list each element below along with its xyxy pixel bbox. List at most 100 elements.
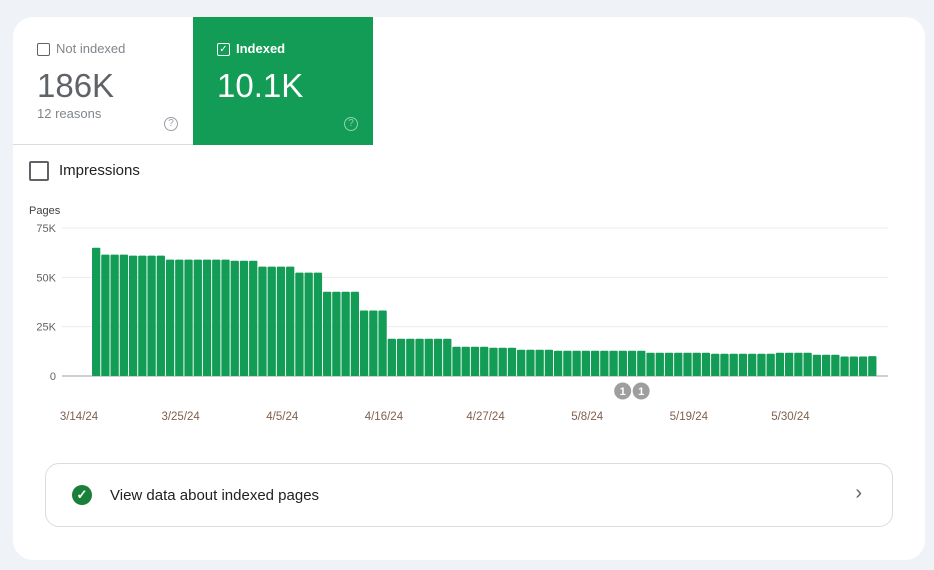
bar	[757, 353, 766, 376]
bar	[221, 259, 230, 376]
checkbox-not-indexed[interactable]	[37, 43, 50, 56]
impressions-label: Impressions	[59, 162, 140, 179]
bar	[489, 347, 498, 376]
bar	[609, 350, 618, 376]
annotation-label: 1	[638, 386, 644, 398]
bar	[313, 272, 323, 376]
bar	[498, 347, 507, 376]
bar	[664, 352, 674, 376]
bar	[729, 353, 738, 376]
bar	[683, 352, 692, 376]
bar	[258, 266, 267, 376]
x-tick-label: 5/30/24	[771, 411, 810, 423]
bar	[165, 259, 175, 376]
bar	[156, 255, 165, 376]
tile-value: 186K	[37, 67, 115, 104]
bar	[304, 272, 313, 376]
bar	[350, 291, 360, 376]
y-tick-label: 50K	[36, 272, 56, 284]
bar	[396, 338, 406, 376]
bar	[230, 260, 239, 376]
bar	[443, 338, 452, 376]
bar	[646, 352, 655, 376]
bar	[110, 254, 119, 376]
y-tick-label: 25K	[36, 322, 56, 334]
bar	[637, 350, 646, 376]
bar	[748, 353, 757, 376]
tile-sub: 12 reasons	[37, 106, 102, 121]
bar	[276, 266, 286, 376]
bar	[433, 338, 443, 376]
bar	[202, 259, 212, 376]
x-tick-label: 3/14/24	[60, 411, 99, 423]
help-circle-icon[interactable]: ?	[164, 117, 178, 131]
bar	[212, 259, 221, 376]
x-tick-label: 5/8/24	[571, 411, 604, 423]
bar	[424, 338, 433, 376]
bar	[785, 352, 794, 376]
bar	[406, 338, 415, 376]
annotation-marker	[614, 382, 632, 400]
bar	[119, 254, 129, 376]
bar	[738, 353, 748, 376]
bar	[674, 352, 683, 376]
bar	[766, 353, 775, 376]
bar	[868, 356, 877, 376]
bar	[147, 255, 156, 376]
bar	[821, 354, 831, 376]
bar	[184, 259, 193, 376]
bar	[627, 350, 637, 376]
check-circle-icon: ✓	[72, 485, 92, 505]
help-circle-icon[interactable]: ?	[344, 117, 358, 131]
bar	[452, 346, 461, 376]
bar	[803, 352, 812, 376]
tile-indexed[interactable]: ✓ Indexed 10.1K ?	[193, 17, 373, 145]
x-tick-label: 3/25/24	[161, 411, 200, 423]
tile-label: Indexed	[236, 41, 286, 56]
bar	[470, 346, 480, 376]
bar	[286, 266, 295, 376]
bar	[138, 255, 147, 376]
bar	[720, 353, 729, 376]
tile-not-indexed[interactable]: Not indexed 186K 12 reasons ?	[13, 17, 193, 145]
bar	[711, 353, 720, 376]
annotation-marker	[632, 382, 650, 400]
bar	[175, 259, 184, 376]
page-indexing-card: Not indexed 186K 12 reasons ? ✓ Indexed …	[13, 17, 925, 560]
bar	[378, 310, 387, 376]
bar	[239, 260, 249, 376]
bar	[323, 291, 332, 376]
bar	[526, 349, 535, 376]
bar	[590, 350, 600, 376]
bar	[655, 352, 664, 376]
bar	[415, 338, 424, 376]
annotation-label: 1	[620, 386, 626, 398]
bar	[812, 354, 822, 376]
bar	[544, 349, 554, 376]
bar	[858, 356, 868, 376]
bar	[572, 350, 581, 376]
bar	[480, 346, 489, 376]
x-tick-label: 4/16/24	[365, 411, 404, 423]
bar	[701, 352, 711, 376]
bar	[101, 254, 110, 376]
tile-label: Not indexed	[56, 41, 126, 56]
bar	[387, 338, 396, 376]
bar	[600, 350, 609, 376]
x-tick-label: 5/19/24	[670, 411, 709, 423]
impressions-checkbox[interactable]	[29, 161, 49, 181]
bar	[794, 352, 803, 376]
y-tick-label: 0	[50, 371, 56, 383]
bar	[507, 347, 517, 376]
bar	[581, 350, 591, 376]
bar	[461, 346, 470, 376]
checkbox-indexed[interactable]: ✓	[217, 43, 230, 56]
y-tick-label: 75K	[36, 223, 56, 235]
view-indexed-pages-button[interactable]: ✓ View data about indexed pages ›	[45, 463, 893, 527]
bar	[249, 260, 258, 376]
y-axis-label: Pages	[29, 205, 61, 217]
bar	[618, 350, 627, 376]
bar	[369, 310, 378, 376]
bar	[341, 291, 350, 376]
bar	[775, 352, 785, 376]
